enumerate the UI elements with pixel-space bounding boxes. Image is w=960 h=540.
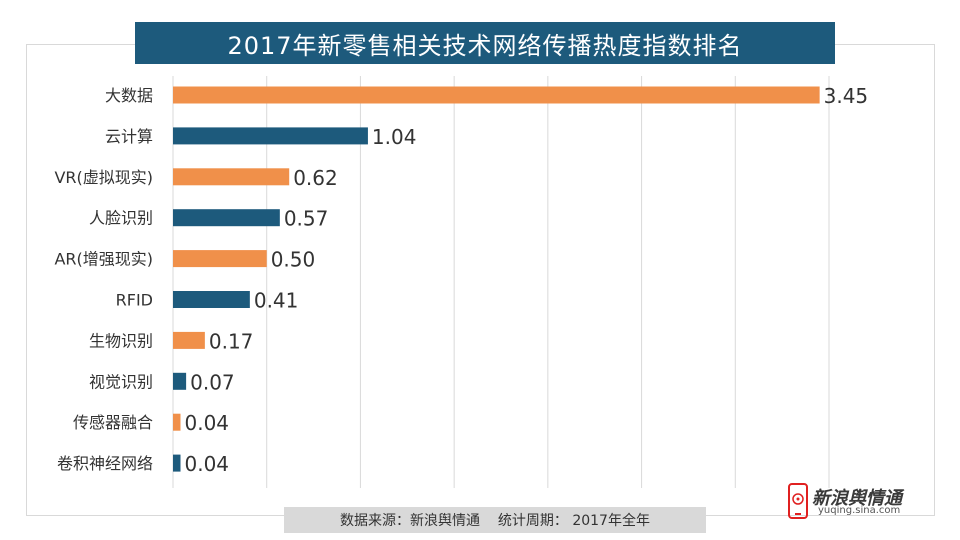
logo-url: yuqing.sina.com — [818, 505, 901, 516]
bars — [173, 86, 820, 472]
value-label: 0.04 — [184, 452, 229, 476]
chart-title: 2017年新零售相关技术网络传播热度指数排名 — [135, 22, 835, 64]
bar — [173, 372, 187, 390]
logo-name: 新浪舆情通 — [812, 488, 902, 509]
category-label: 传感器融合 — [73, 413, 153, 432]
value-label: 0.04 — [184, 411, 229, 435]
labels: 大数据 3.45 云计算 1.04 VR(虚拟现实) 0.62 人脸识别 0.57 AR(增强现… — [54, 84, 868, 476]
value-label: 3.45 — [824, 84, 869, 108]
category-label: 人脸识别 — [89, 209, 153, 228]
category-label: 大数据 — [105, 86, 153, 105]
category-label: RFID — [116, 291, 153, 310]
period-value: 2017年全年 — [572, 513, 650, 529]
sina-yuqing-logo: 新浪舆情通 yuqing.sina.com — [788, 481, 928, 521]
category-label: 云计算 — [105, 127, 153, 146]
value-label: 0.62 — [293, 166, 338, 190]
value-label: 0.50 — [271, 248, 316, 272]
source-label: 数据来源：新浪舆情通 — [340, 513, 481, 529]
bar — [173, 413, 181, 431]
bar — [173, 86, 820, 104]
value-label: 0.41 — [254, 289, 299, 313]
value-label: 1.04 — [372, 125, 417, 149]
bar — [173, 168, 290, 186]
bar — [173, 454, 181, 472]
gridlines — [172, 76, 830, 488]
value-label: 0.57 — [284, 207, 329, 231]
category-label: 生物识别 — [89, 331, 153, 350]
category-label: AR(增强现实) — [54, 250, 153, 269]
bar — [173, 209, 280, 227]
bar — [173, 331, 205, 349]
bar — [173, 127, 368, 145]
category-label: 视觉识别 — [89, 372, 153, 391]
value-label: 0.17 — [209, 329, 254, 353]
category-label: 卷积神经网络 — [57, 454, 153, 473]
period-label: 统计周期： — [497, 513, 568, 529]
bar — [173, 291, 250, 308]
phone-logo-icon — [788, 483, 808, 519]
value-label: 0.07 — [190, 370, 235, 394]
category-label: VR(虚拟现实) — [54, 168, 153, 187]
footer-source: 数据来源：新浪舆情通 统计周期： 2017年全年 — [284, 507, 706, 533]
bar — [173, 250, 267, 268]
